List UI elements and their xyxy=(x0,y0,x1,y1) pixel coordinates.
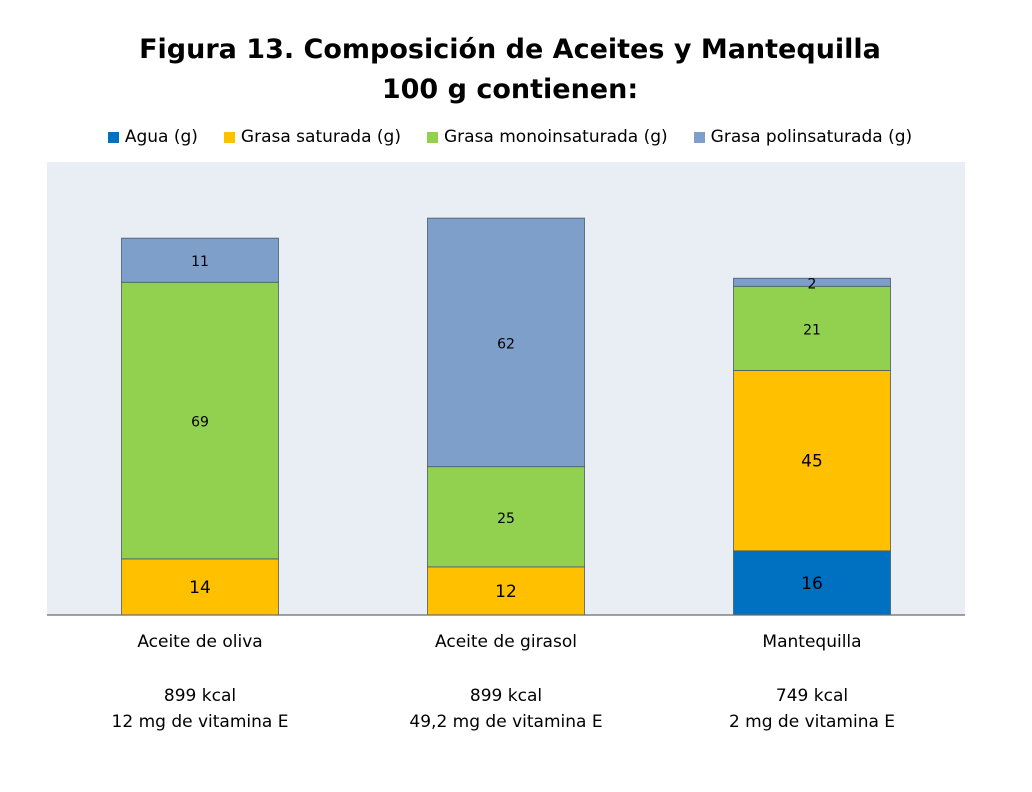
data-label-grasa-monoinsaturada: 25 xyxy=(497,511,515,527)
chart-title-line1: Figura 13. Composición de Aceites y Mant… xyxy=(139,34,881,65)
category-kcal-note: 749 kcal xyxy=(775,686,849,706)
legend-item-agua: Agua (g) xyxy=(107,127,198,147)
legend-item-grasa-saturada: Grasa saturada (g) xyxy=(223,127,401,147)
bar-segment-grasa-saturada xyxy=(733,370,891,552)
data-label-grasa-monoinsaturada: 21 xyxy=(803,322,821,338)
legend-swatch-grasa-saturada xyxy=(223,131,235,143)
x-tick-label: Aceite de girasol xyxy=(435,632,577,652)
legend-label-agua: Agua (g) xyxy=(124,127,198,147)
bar-segment-grasa-polinsaturada xyxy=(733,277,891,287)
bar-segment-agua xyxy=(733,550,891,616)
data-label-grasa-saturada: 12 xyxy=(495,582,517,602)
category-kcal-note: 899 kcal xyxy=(469,686,543,706)
legend-label-grasa-polinsaturada: Grasa polinsaturada (g) xyxy=(710,127,913,147)
bar-segment-grasa-polinsaturada xyxy=(121,237,279,283)
chart-legend: Agua (g) Grasa saturada (g) Grasa monoin… xyxy=(0,127,1020,147)
bar-segment-grasa-monoinsaturada xyxy=(733,285,891,371)
chart-title: Figura 13. Composición de Aceites y Mant… xyxy=(0,30,1020,110)
data-label-grasa-saturada: 14 xyxy=(189,578,211,598)
category-vitamin-note: 12 mg de vitamina E xyxy=(111,712,289,732)
data-label-agua: 16 xyxy=(801,574,823,594)
bar-segment-grasa-saturada xyxy=(121,558,279,616)
bar-segment-grasa-monoinsaturada xyxy=(121,281,279,560)
data-label-grasa-saturada: 45 xyxy=(801,452,823,472)
legend-swatch-grasa-monoinsaturada xyxy=(426,131,438,143)
legend-swatch-agua xyxy=(107,131,119,143)
data-label-grasa-polinsaturada: 11 xyxy=(191,254,209,270)
legend-item-grasa-monoinsaturada: Grasa monoinsaturada (g) xyxy=(426,127,668,147)
x-tick-label: Mantequilla xyxy=(762,632,862,652)
data-label-grasa-polinsaturada: 2 xyxy=(808,276,817,292)
bar-segment-grasa-polinsaturada xyxy=(427,217,585,468)
category-vitamin-note: 49,2 mg de vitamina E xyxy=(409,712,603,732)
legend-label-grasa-monoinsaturada: Grasa monoinsaturada (g) xyxy=(443,127,668,147)
data-label-grasa-monoinsaturada: 69 xyxy=(191,415,209,431)
legend-label-grasa-saturada: Grasa saturada (g) xyxy=(240,127,401,147)
category-vitamin-note: 2 mg de vitamina E xyxy=(728,712,896,732)
category-kcal-note: 899 kcal xyxy=(163,686,237,706)
data-label-grasa-polinsaturada: 62 xyxy=(497,336,515,352)
bar-segment-grasa-saturada xyxy=(427,566,585,616)
legend-swatch-grasa-polinsaturada xyxy=(693,131,705,143)
x-tick-label: Aceite de oliva xyxy=(137,632,263,652)
chart-title-line2: 100 g contienen: xyxy=(381,74,639,105)
legend-item-grasa-polinsaturada: Grasa polinsaturada (g) xyxy=(693,127,913,147)
